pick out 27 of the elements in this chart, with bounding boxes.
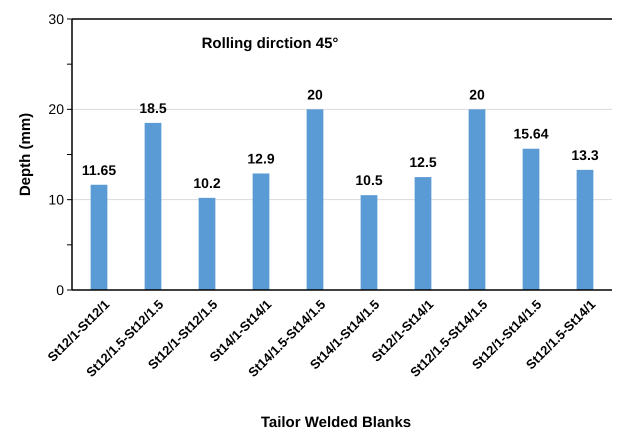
data-label: 20 [307,86,323,102]
data-label: 10.2 [193,174,221,191]
data-label: 10.5 [355,172,383,188]
data-label: 13.3 [571,146,599,163]
bar [144,122,162,290]
y-tick-label: 20 [48,101,64,118]
data-label: 12.5 [409,154,437,170]
bar [468,109,486,290]
y-tick-label: 10 [48,192,64,208]
bar [90,184,108,290]
bar [576,170,594,290]
bar [414,177,432,290]
data-label: 11.65 [82,162,116,178]
bar [198,198,216,290]
y-tick-label: 0 [56,282,64,298]
data-label: 15.64 [513,126,549,142]
text: Rolling dirction 45° [202,35,338,52]
bar [306,109,324,290]
y-tick-label: 30 [48,10,64,27]
x-axis-title: Tailor Welded Blanks [260,414,412,431]
data-label: 12.9 [247,150,275,166]
bar [360,195,378,290]
data-label: 20 [469,86,485,102]
bar [252,173,270,290]
bar [522,148,540,290]
y-axis-title: Depth (mm) [17,112,34,196]
data-label: 18.5 [139,100,167,116]
